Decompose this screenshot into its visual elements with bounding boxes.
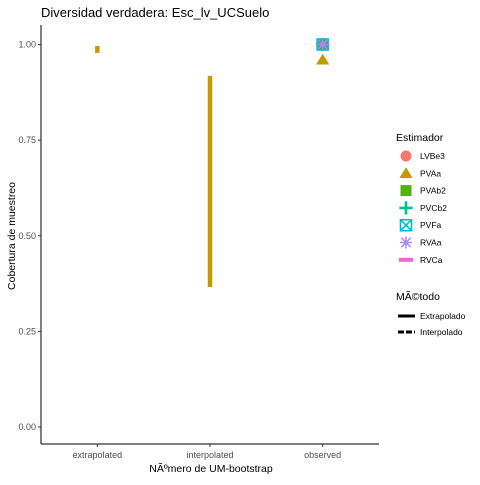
point-PVAa — [316, 53, 330, 65]
legend-label-PVCb2: PVCb2 — [420, 203, 447, 213]
x-tick-label: observed — [304, 450, 341, 460]
legend-key-PVAa — [399, 167, 413, 178]
legend-key-PVCb2 — [399, 201, 413, 215]
legend-label-PVAb2: PVAb2 — [420, 186, 446, 196]
legend-label-Extrapolado: Extrapolado — [420, 311, 466, 321]
legend-key-RVAa — [399, 236, 413, 249]
legend-key-PVFa — [399, 218, 413, 232]
legend-label-RVAa: RVAa — [420, 238, 442, 248]
y-tick-label: 0.50 — [18, 231, 36, 241]
x-tick-label: interpolated — [186, 450, 233, 460]
y-tick-label: 0.25 — [18, 326, 36, 336]
legend-key-LVBe3 — [400, 150, 412, 162]
y-tick-label: 0.00 — [18, 422, 36, 432]
y-tick-label: 1.00 — [18, 40, 36, 50]
y-axis-title: Cobertura de muestreo — [6, 182, 18, 290]
legend-label-LVBe3: LVBe3 — [420, 151, 445, 161]
y-tick-label: 0.75 — [18, 135, 36, 145]
x-tick-label: extrapolated — [73, 450, 123, 460]
point-RVAa — [316, 38, 329, 51]
legend-label-Interpolado: Interpolado — [420, 327, 463, 337]
legend-label-PVAa: PVAa — [420, 168, 441, 178]
chart-title: Diversidad verdadera: Esc_lv_UCSuelo — [41, 5, 269, 20]
legend-estimador-title: Estimador — [396, 132, 444, 144]
plot-area: 0.00 0.25 0.50 0.75 1.00 extrapolated interpol… — [18, 25, 379, 460]
legend-label-PVFa: PVFa — [420, 220, 442, 230]
legend-metodo: MÃ©todo Extrapolado Interpolado — [396, 290, 466, 337]
legend-estimador: Estimador LVBe3 PVAa PVAb2 PVCb2 PVFa RVAa RVCa — [396, 132, 447, 265]
x-axis-title: NÃºmero de UM-bootstrap — [149, 462, 273, 475]
legend-key-PVAb2 — [400, 185, 412, 197]
legend-label-RVCa: RVCa — [420, 255, 443, 265]
legend-metodo-title: MÃ©todo — [396, 290, 440, 303]
